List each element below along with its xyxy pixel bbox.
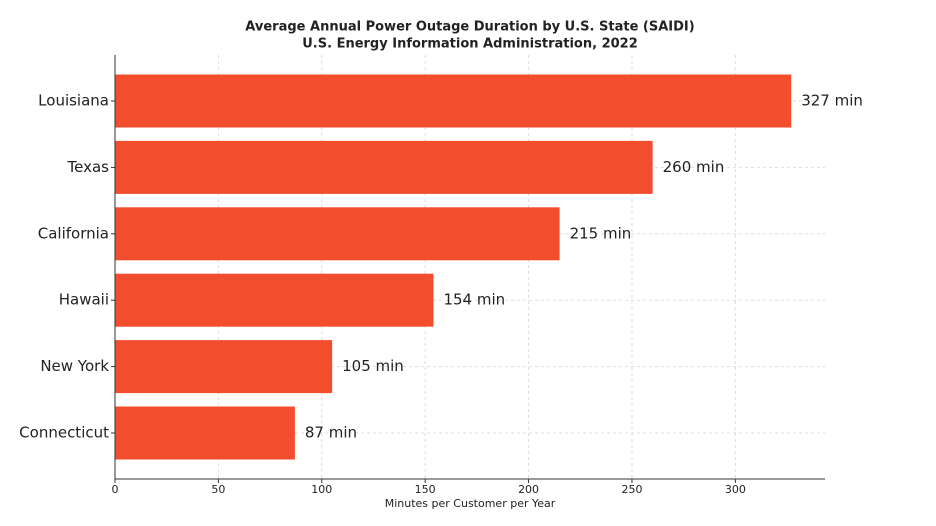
x-tick-label: 250	[621, 483, 642, 496]
bar	[115, 273, 434, 327]
bar	[115, 207, 560, 261]
bar	[115, 140, 653, 194]
chart-subtitle: U.S. Energy Information Administration, …	[302, 37, 638, 52]
y-tick-label: Connecticut	[19, 424, 109, 442]
x-tick-label: 150	[415, 483, 436, 496]
bar	[115, 340, 333, 394]
value-label: 260 min	[663, 158, 725, 176]
y-tick-label: Louisiana	[38, 92, 109, 110]
x-axis-label: Minutes per Customer per Year	[385, 497, 556, 510]
value-label: 154 min	[443, 291, 505, 309]
x-tick-label: 100	[311, 483, 332, 496]
y-tick-label: New York	[40, 357, 109, 375]
y-tick-label: Texas	[67, 158, 110, 176]
chart-title: Average Annual Power Outage Duration by …	[245, 20, 694, 35]
bar	[115, 406, 295, 460]
y-tick-label: Hawaii	[59, 291, 109, 309]
x-tick-label: 200	[518, 483, 539, 496]
x-tick-label: 0	[112, 483, 119, 496]
x-tick-label: 50	[211, 483, 225, 496]
value-label: 87 min	[305, 424, 357, 442]
value-label: 105 min	[342, 357, 404, 375]
value-label: 215 min	[570, 224, 632, 242]
y-tick-label: California	[38, 224, 109, 242]
value-label: 327 min	[801, 92, 863, 110]
x-tick-label: 300	[725, 483, 746, 496]
bar	[115, 74, 792, 128]
